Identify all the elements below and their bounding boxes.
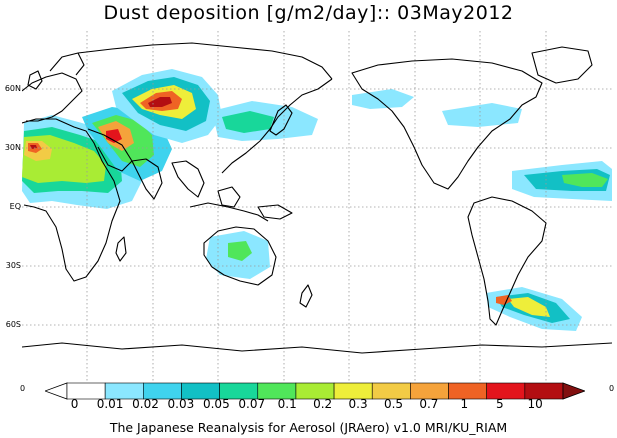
coast-japan [269,104,293,136]
coast-uk [27,70,43,90]
map-canvas [22,31,612,383]
dust-patagonia-high [508,297,550,317]
dust-australia-mid [228,241,252,261]
colorbar-label: 0.01 [96,397,124,411]
coast-newzealand [299,284,313,308]
coast-greenland [531,46,593,84]
lat-label-30n: 30N [4,143,21,152]
coast-north-america [351,58,543,190]
coast-australia [203,226,277,286]
map-title: Dust deposition [g/m2/day]:: 03May2012 [103,2,514,24]
colorbar-label: 0.7 [419,397,439,411]
coast-borneo [217,186,241,208]
coast-india [131,158,163,200]
coastlines [22,42,612,354]
coast-newguinea [257,204,293,220]
lat-label-30s: 30S [5,261,21,270]
footer-credit: The Japanese Reanalysis for Aerosol (JRA… [109,420,508,435]
coast-seasia [171,160,205,198]
coast-south-america [467,196,547,326]
colorbar-label: 0.07 [238,397,266,411]
coast-asia-north [77,42,333,80]
colorbar-label: 0.03 [167,397,195,411]
coast-indonesia [189,202,269,222]
coast-africa [22,118,121,282]
colorbar-label: 0.5 [383,397,404,411]
lat-label-60n: 60N [4,84,21,93]
colorbar-label: 0.05 [202,397,230,411]
colorbar-label: 0.3 [348,397,368,411]
colorbar-edge-left: 0 [20,384,26,393]
colorbar-labels: 0 0.01 0.02 0.03 0.05 0.07 0.1 0.2 0.3 0.5 0.7 1 5 10 [0,397,617,413]
colorbar-label: 0 [70,397,79,411]
colorbar-label: 1 [460,397,469,411]
dust-eastasia-mid [222,111,274,133]
colorbar-label: 0.1 [277,397,297,411]
colorbar-label: 5 [495,397,504,411]
colorbar-edge-right: 0 [609,384,615,393]
coast-antarctica [22,342,612,354]
colorbar [45,382,585,400]
dust-pacific-band [352,89,414,109]
colorbar-arrow-right [562,382,585,400]
world-map [22,31,612,383]
dust-mideast-core [106,129,122,143]
colorbar-label: 10 [527,397,543,411]
coast-madagascar [115,236,127,262]
dust-field [22,69,612,331]
colorbar-label: 0.2 [313,397,333,411]
graticule [22,31,612,383]
colorbar-label: 0.02 [132,397,159,411]
dust-gobi-peak [148,97,172,107]
lat-label-eq: EQ [9,202,21,211]
coast-asia-east [221,78,333,174]
lat-label-60s: 60S [5,320,21,329]
dust-atlantic-high [562,173,608,187]
dust-atlantic-na [442,103,522,127]
